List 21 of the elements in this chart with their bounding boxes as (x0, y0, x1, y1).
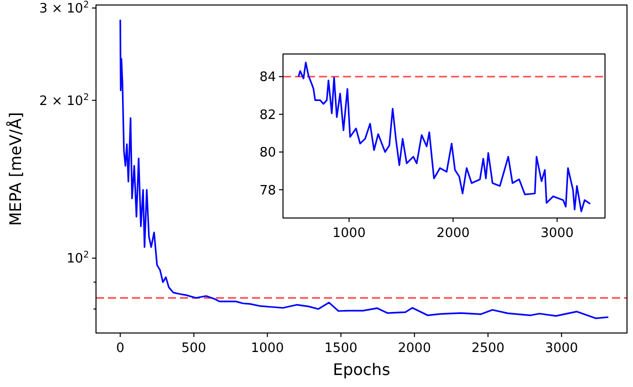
x-tick-label: 2000 (398, 341, 431, 356)
x-tick-label: 3000 (540, 226, 574, 241)
x-tick-label: 1500 (324, 341, 358, 356)
x-tick-label: 500 (181, 341, 206, 356)
x-tick-label: 2000 (436, 226, 470, 241)
line-series (119, 18, 610, 320)
y-axis-title: MEPA [meV/Å] (6, 112, 25, 226)
y-tick-label: 82 (259, 108, 276, 123)
y-tick-label: 10$^{2}$ (66, 250, 89, 267)
x-tick-label: 0 (116, 341, 124, 356)
line-series (298, 62, 592, 212)
y-tick-label: 78 (259, 183, 276, 198)
x-tick-label: 3000 (544, 341, 578, 356)
x-tick-label: 1000 (332, 226, 366, 241)
x-axis-title: Epochs (332, 360, 390, 379)
x-tick-label: 2500 (471, 341, 505, 356)
y-tick-label: 84 (259, 70, 276, 86)
x-tick-label: 1000 (250, 341, 284, 356)
y-tick-label: 80 (259, 146, 276, 161)
y-tick-label: 2 × 10$^{2}$ (39, 92, 89, 109)
y-tick-label: 3 × 10$^{2}$ (39, 0, 89, 17)
